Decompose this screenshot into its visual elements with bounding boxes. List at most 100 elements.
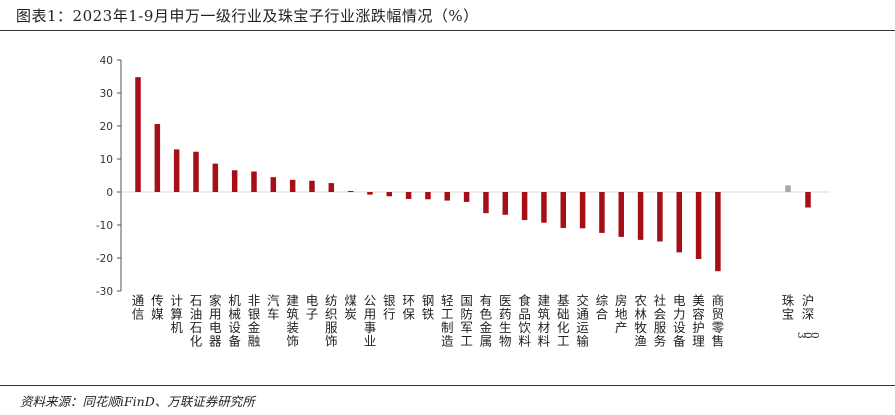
category-label-char: 造: [441, 334, 454, 349]
category-label-char: 理: [692, 334, 705, 349]
category-label-char: 医: [499, 293, 512, 308]
category-label: 环保: [402, 293, 415, 322]
category-label-char: 零: [712, 320, 725, 335]
category-label: 机械设备: [228, 293, 241, 349]
category-label: 家用电器: [209, 293, 222, 349]
bar-28: [657, 192, 663, 242]
category-label: 社会服务: [654, 293, 667, 349]
category-label: 建筑装饰: [286, 293, 299, 349]
category-label-char: 计: [170, 293, 183, 308]
category-label-char: 林: [634, 307, 647, 322]
category-label-char: 车: [267, 307, 280, 322]
category-label-char: 工: [441, 307, 454, 322]
category-label: 沪深 300: [795, 293, 820, 339]
category-label: 石油石化: [190, 293, 203, 349]
bar-21: [521, 192, 528, 221]
category-label-char: 料: [538, 334, 551, 349]
category-label-char: 属: [480, 334, 493, 349]
category-label-char: 信: [132, 307, 145, 322]
bar-13: [367, 192, 373, 195]
category-label-char: 机: [170, 320, 183, 335]
category-label: 有色金属: [480, 293, 493, 349]
category-label: 计算机: [170, 293, 183, 335]
category-label-char: 融: [248, 334, 261, 349]
y-tick-label: 30: [100, 88, 113, 100]
category-label-char: 制: [441, 320, 454, 335]
category-label-char: 油: [190, 307, 203, 322]
category-label-char: 筑: [286, 307, 299, 322]
category-label-char: 设: [673, 320, 686, 335]
category-label-char: 炭: [344, 307, 357, 322]
bar-22: [541, 192, 547, 223]
category-label-char: 备: [228, 334, 241, 349]
category-label-char: 沪: [802, 293, 815, 308]
bar-29: [676, 192, 682, 253]
category-label-char: 建: [286, 293, 299, 308]
category-label-char: 家: [209, 293, 222, 308]
bar-16: [425, 192, 431, 200]
y-tick-label: -30: [96, 286, 113, 298]
category-label-char: 筑: [538, 307, 551, 322]
bar-31: [715, 192, 721, 272]
category-label-char: 器: [209, 334, 222, 349]
category-label-char: 渔: [634, 334, 647, 349]
category-label: 轻工制造: [441, 293, 454, 349]
y-tick-label: -20: [96, 253, 113, 265]
category-label-char: 保: [402, 307, 415, 322]
category-label: 基础化工: [557, 293, 570, 349]
category-label-char: 产: [615, 320, 628, 335]
category-label-char: 环: [402, 293, 415, 308]
bar-9: [289, 179, 296, 192]
category-label-char: 铁: [422, 307, 435, 322]
category-label: 煤炭: [344, 293, 357, 322]
category-label: 珠宝: [782, 293, 795, 322]
bar-30: [695, 192, 702, 259]
category-label-char: 生: [499, 320, 512, 335]
category-label-char: 珠: [782, 293, 795, 308]
category-label-char: 电: [673, 293, 686, 308]
bar-20: [502, 192, 509, 215]
category-label-char: 纺: [325, 293, 338, 308]
category-label-char: 饰: [325, 334, 338, 349]
category-label-char: 综: [596, 293, 609, 308]
category-label-char: 食: [518, 293, 531, 308]
category-label-char: 化: [190, 334, 203, 349]
bottom-divider: [0, 385, 895, 386]
source-note: 资料来源：同花顺iFinD、万联证券研究所: [20, 394, 255, 409]
category-label-char: 交: [576, 293, 589, 308]
category-label-char: 军: [460, 320, 473, 335]
bar-10: [309, 180, 315, 192]
category-label-char: 装: [286, 320, 299, 335]
bar-19: [483, 192, 489, 214]
bar-6: [231, 170, 238, 192]
category-label: 建筑材料: [538, 293, 551, 349]
category-label-char: 国: [460, 293, 473, 308]
category-label-char: 材: [538, 320, 551, 335]
category-label-char: 农: [634, 293, 647, 308]
category-label-char: 电: [209, 320, 222, 335]
category-label-char: 药: [499, 307, 512, 322]
category-label-char: 防: [460, 307, 473, 322]
category-label: 纺织服饰: [325, 293, 338, 349]
category-label: 综合: [596, 293, 609, 322]
category-label-char: 银: [248, 307, 261, 322]
category-label-char: 传: [151, 293, 164, 308]
category-label-char: 石: [190, 320, 203, 335]
category-label-char: 宝: [782, 307, 795, 322]
category-label-char: 色: [480, 307, 493, 322]
category-label-char: 务: [654, 334, 667, 349]
y-axis: 40 30 20 10 0 -10 -20 -30: [96, 55, 830, 298]
category-label-char: 护: [692, 320, 705, 335]
category-label-char: 通: [132, 293, 145, 308]
category-label-char: 银: [383, 293, 396, 308]
category-label: 交通运输: [576, 293, 589, 349]
category-label-char: 有: [480, 293, 493, 308]
category-label-char: 品: [518, 307, 531, 322]
category-label: 汽车: [267, 293, 280, 322]
bar-1: [135, 77, 141, 192]
category-label-char: 备: [673, 334, 686, 349]
y-tick-label: -10: [96, 220, 113, 232]
category-label: 通信: [132, 293, 145, 322]
category-label-char: 房: [615, 293, 628, 308]
category-label-char: 美: [692, 293, 705, 308]
